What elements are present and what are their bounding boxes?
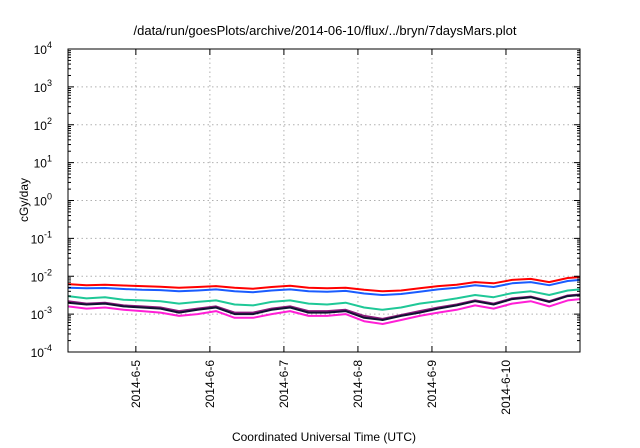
y-tick-label: 100 — [34, 192, 52, 209]
x-tick-label: 2014-6-5 — [129, 360, 143, 408]
series-line-3 — [67, 288, 581, 311]
x-tick-label: 2014-6-9 — [425, 360, 439, 408]
series-line-1 — [67, 276, 581, 293]
chart-title: /data/run/goesPlots/archive/2014-06-10/f… — [134, 23, 517, 38]
series-layer — [67, 276, 581, 325]
y-axis-label: cGy/day — [17, 178, 31, 222]
x-tick-label: 2014-6-8 — [351, 360, 365, 408]
series-line-5 — [67, 294, 581, 321]
x-tick-label: 2014-6-10 — [499, 360, 513, 415]
x-axis-label: Coordinated Universal Time (UTC) — [232, 430, 416, 444]
y-axis: 10-4 10-3 10-2 10-1 100 101 102 103 104 — [31, 40, 580, 360]
x-tick-label: 2014-6-7 — [277, 360, 291, 408]
y-tick-label: 10-3 — [31, 305, 52, 322]
y-tick-label: 103 — [34, 78, 52, 95]
y-tick-label: 10-2 — [31, 267, 52, 284]
x-axis: 2014-6-5 2014-6-6 2014-6-7 2014-6-8 2014-6-9… — [129, 49, 513, 415]
x-tick-label: 2014-6-6 — [203, 360, 217, 408]
y-tick-label: 10-4 — [31, 343, 52, 360]
series-line-6 — [67, 298, 581, 325]
series-line-2 — [67, 278, 581, 296]
y-tick-label: 101 — [34, 154, 52, 171]
y-tick-label: 10-1 — [31, 229, 52, 246]
y-tick-label: 102 — [34, 116, 52, 133]
y-tick-label: 104 — [34, 40, 52, 57]
